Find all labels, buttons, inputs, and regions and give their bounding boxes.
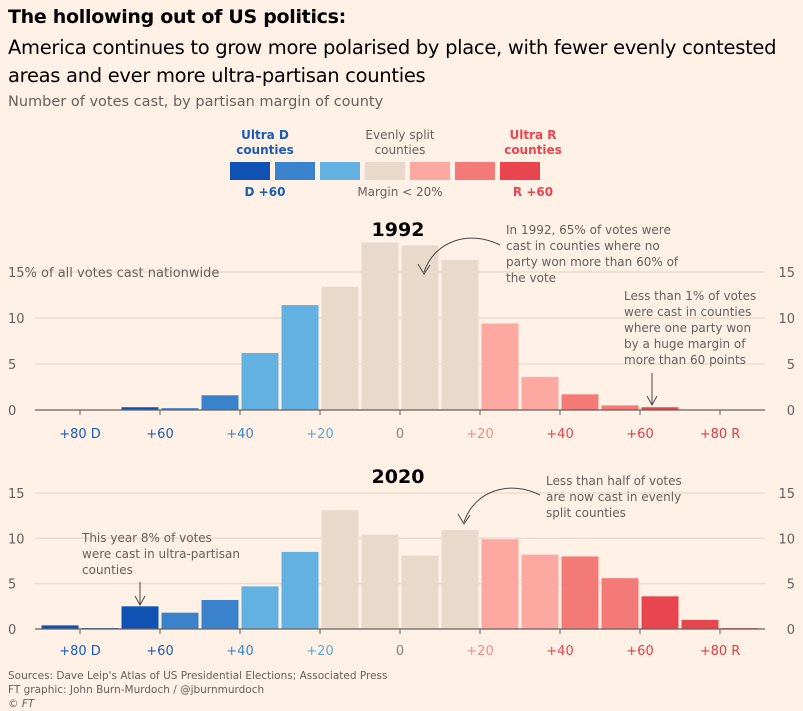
bar — [521, 376, 559, 410]
y-tick-label-right: 5 — [787, 358, 795, 373]
y-tick-label-right: 5 — [787, 578, 795, 593]
bar — [601, 405, 639, 410]
x-tick-label: +60 — [146, 427, 173, 442]
chart-title: The hollowing out of US politics: — [8, 6, 346, 28]
legend-swatch — [410, 162, 450, 180]
y-tick-label-right: 10 — [778, 532, 795, 547]
chart-subtitle: America continues to grow more polarised… — [8, 36, 777, 87]
x-tick-label: +80 R — [700, 644, 741, 659]
bar — [201, 599, 239, 629]
x-tick-label: +40 — [546, 644, 573, 659]
bar — [481, 323, 519, 410]
y-tick-label-right: 0 — [787, 623, 795, 638]
annotation-2020-even: Less than half of votes are now cast in … — [546, 474, 682, 520]
bar — [161, 408, 199, 410]
x-tick-label: +40 — [546, 427, 573, 442]
legend-swatch — [500, 162, 540, 180]
arrowhead-icon — [646, 395, 658, 407]
y-tick-label-right: 0 — [787, 404, 795, 419]
x-tick-label: +20 — [466, 427, 493, 442]
bar — [361, 242, 399, 410]
legend-ultra-r: Ultra R counties — [504, 128, 562, 157]
x-tick-label: +40 — [226, 644, 253, 659]
y-tick-label-left: 5 — [8, 578, 16, 593]
x-tick-label: +20 — [306, 644, 333, 659]
bar — [641, 407, 679, 410]
bar — [201, 395, 239, 410]
y-tick-label-left: 10 — [8, 532, 25, 547]
chart-description: Number of votes cast, by partisan margin… — [8, 94, 384, 110]
footer-copyright: © FT — [8, 698, 35, 710]
arrowhead-icon — [457, 513, 471, 525]
bar — [561, 556, 599, 629]
x-tick-label: +80 D — [59, 644, 101, 659]
bar — [281, 305, 319, 410]
legend-swatch — [230, 162, 270, 180]
bar — [121, 407, 159, 410]
bar — [561, 394, 599, 410]
bar — [161, 612, 199, 629]
y-tick-label-left: 0 — [8, 623, 16, 638]
x-tick-label: +60 — [626, 427, 653, 442]
y-tick-label-left: 15% of all votes cast nationwide — [8, 266, 219, 281]
legend-swatch — [275, 162, 315, 180]
arrowhead-icon — [417, 263, 431, 275]
legend-d60: D +60 — [244, 185, 286, 199]
bar — [601, 578, 639, 629]
panel-title: 1992 — [372, 219, 425, 241]
y-tick-label-left: 0 — [8, 404, 16, 419]
legend-swatch — [320, 162, 360, 180]
x-tick-label: +40 — [226, 427, 253, 442]
bar — [401, 555, 439, 629]
arrowhead-icon — [134, 595, 146, 607]
x-tick-label: +60 — [626, 644, 653, 659]
bar — [241, 352, 279, 410]
bar — [281, 551, 319, 629]
x-tick-label: +20 — [306, 427, 333, 442]
x-tick-label: +60 — [146, 644, 173, 659]
x-tick-label: +80 R — [700, 427, 741, 442]
bar — [361, 534, 399, 629]
bar — [241, 586, 279, 629]
y-tick-label-left: 10 — [8, 312, 25, 327]
x-tick-label: +20 — [466, 644, 493, 659]
bar — [401, 245, 439, 410]
bar — [641, 596, 679, 629]
footer-sources: Sources: Dave Leip's Atlas of US Preside… — [8, 670, 388, 682]
bar — [441, 530, 479, 629]
y-tick-label-left: 15 — [8, 487, 25, 502]
legend-swatch — [365, 162, 405, 180]
bar — [41, 625, 79, 629]
legend-margin: Margin < 20% — [357, 185, 443, 199]
legend-even: Evenly split counties — [365, 128, 435, 157]
annotation-2020-ultra: This year 8% of votes were cast in ultra… — [82, 531, 240, 577]
x-tick-label: +80 D — [59, 427, 101, 442]
x-tick-label: 0 — [396, 427, 404, 442]
annotation-arrow — [463, 487, 541, 523]
y-tick-label-right: 10 — [778, 312, 795, 327]
x-tick-label: 0 — [396, 644, 404, 659]
bar — [681, 619, 719, 629]
bar — [321, 286, 359, 410]
y-tick-label-right: 15 — [778, 487, 795, 502]
legend-ultra-d: Ultra D counties — [236, 128, 294, 157]
bar — [121, 606, 159, 629]
footer-graphic: FT graphic: John Burn-Murdoch / @jburnmu… — [8, 684, 265, 696]
bar — [321, 510, 359, 629]
bar — [521, 554, 559, 629]
legend-r60: R +60 — [512, 185, 554, 199]
legend-swatch — [455, 162, 495, 180]
panel-title: 2020 — [372, 466, 425, 488]
annotation-1992-ultra: Less than 1% of votes were cast in count… — [624, 289, 757, 367]
annotation-1992-even: In 1992, 65% of votes were cast in count… — [506, 223, 679, 285]
bar — [481, 539, 519, 629]
y-tick-label-right: 15 — [778, 266, 795, 281]
bar — [441, 260, 479, 410]
annotation-arrow — [423, 237, 501, 273]
y-tick-label-left: 5 — [8, 358, 16, 373]
